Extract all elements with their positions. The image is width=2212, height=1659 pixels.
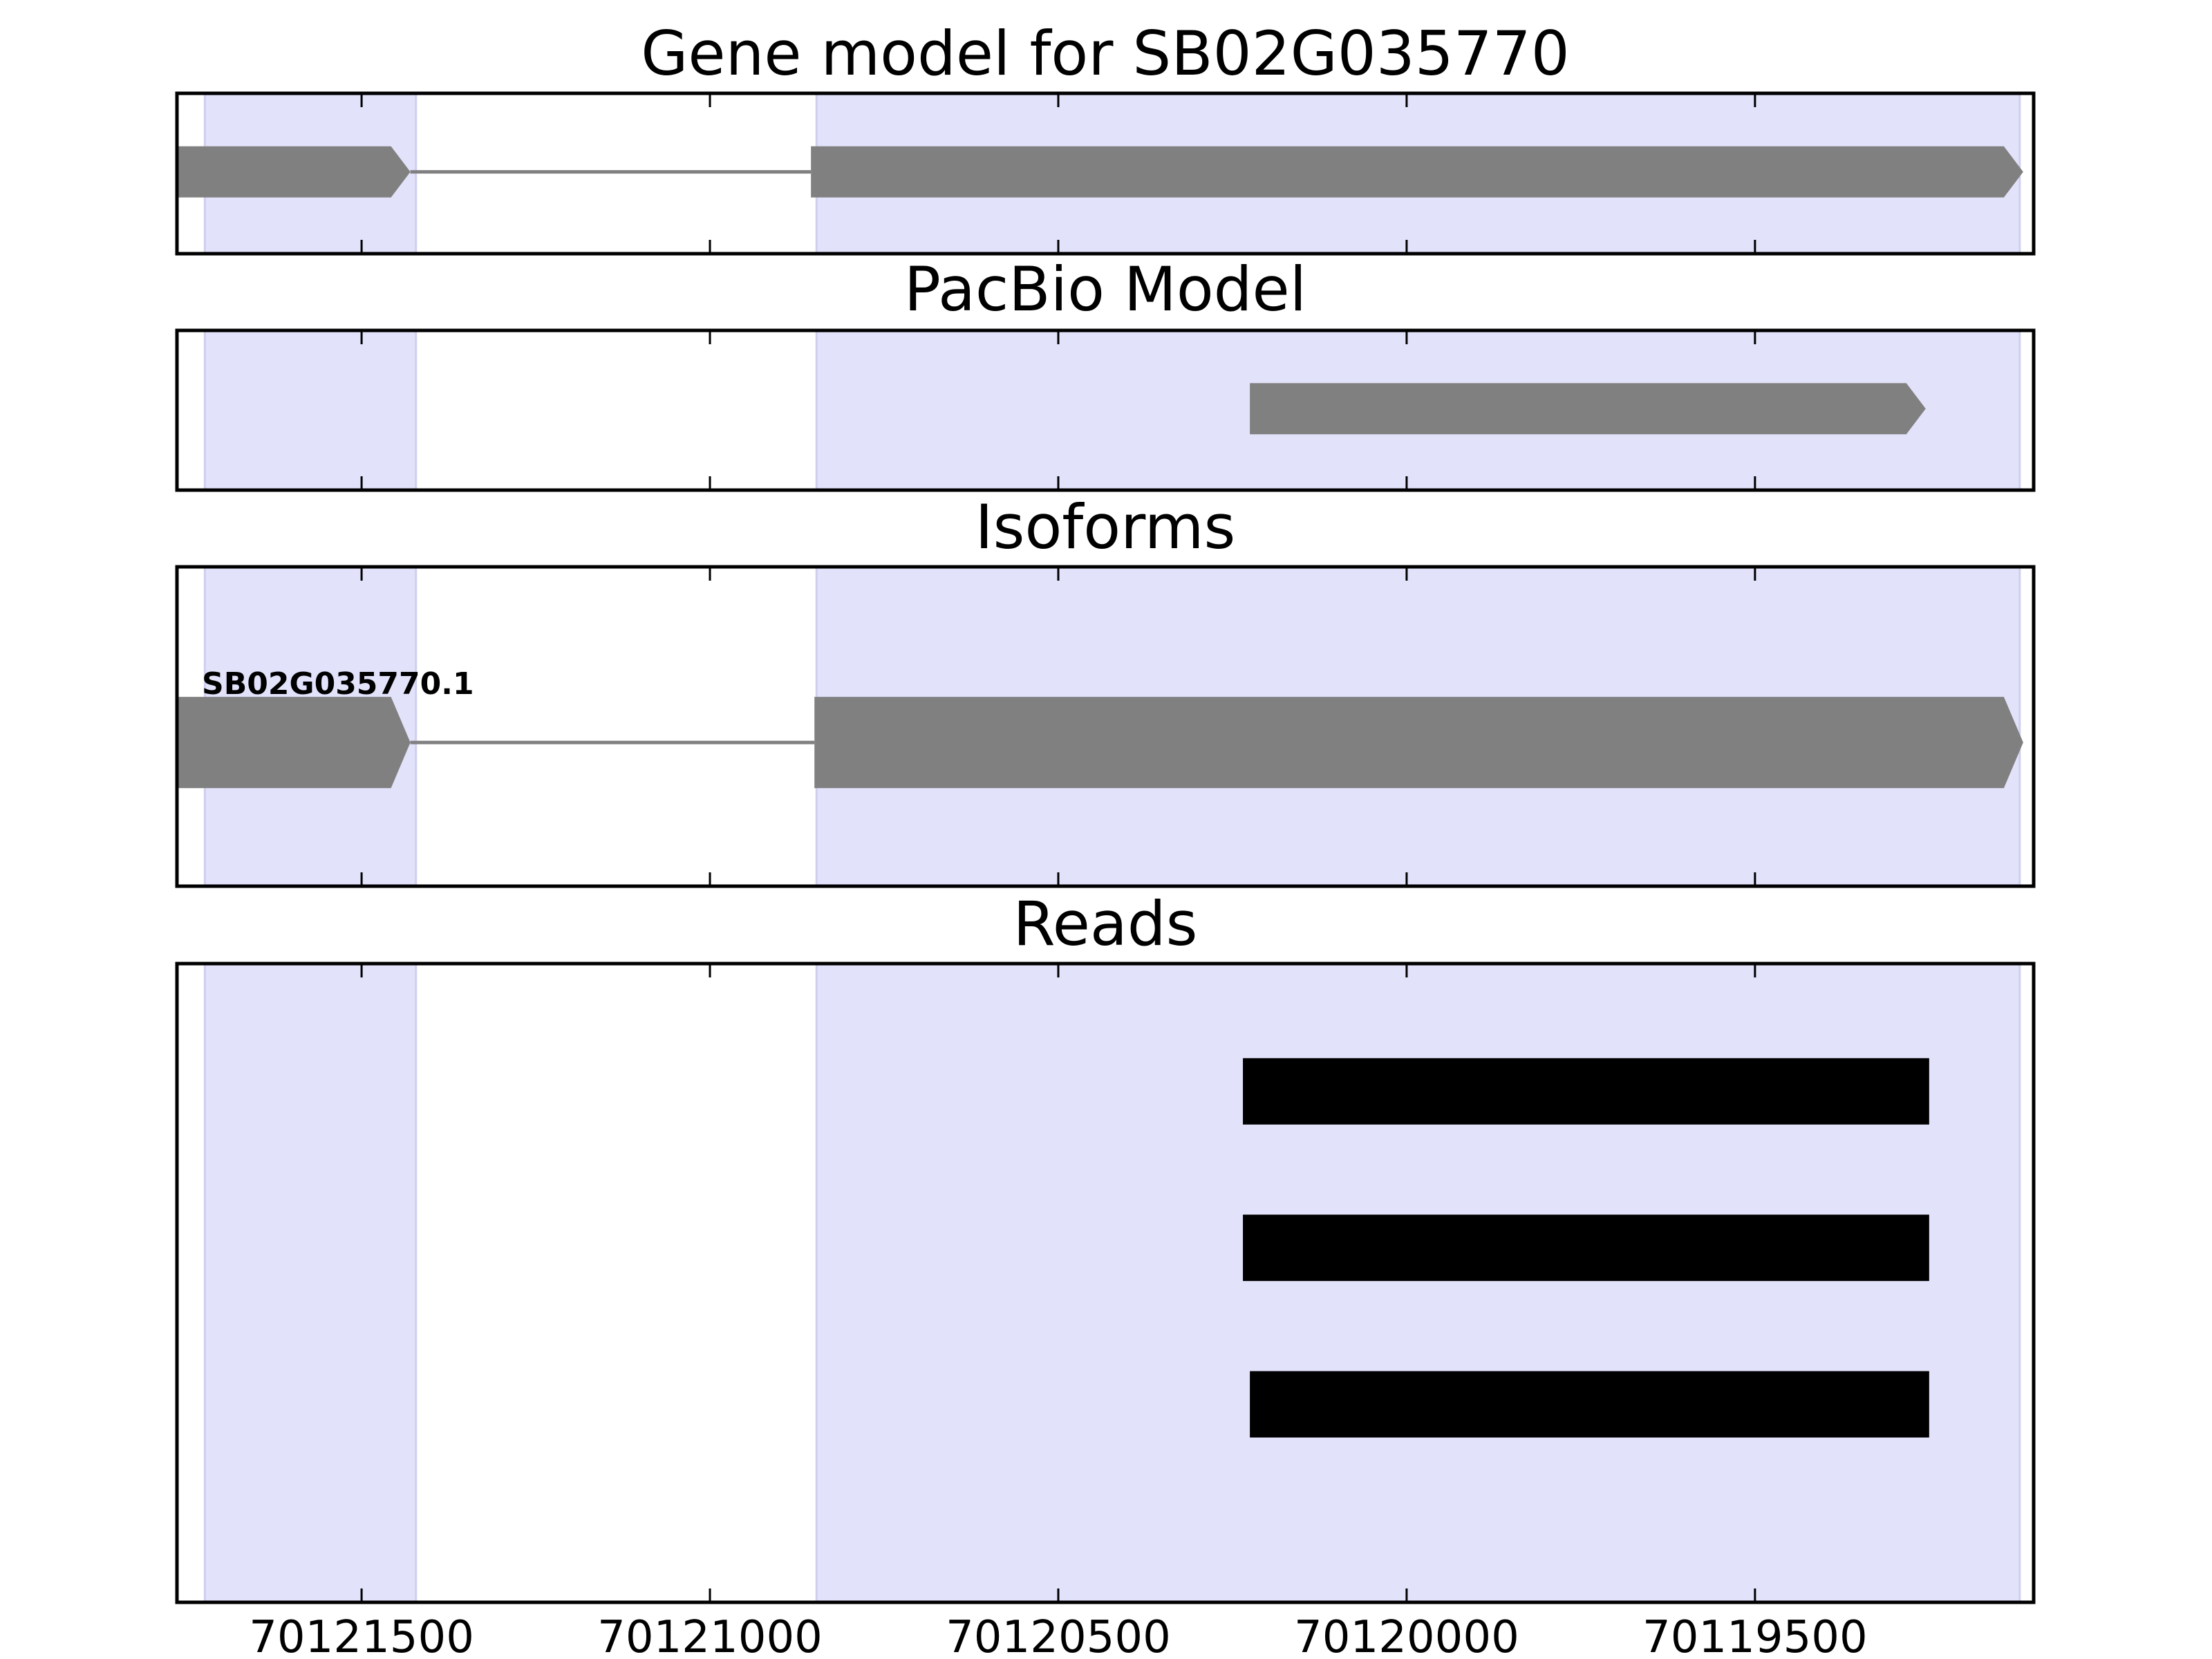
exon-highlight-band: [203, 329, 418, 491]
panel-title: Gene model for SB02G035770: [641, 18, 1570, 89]
panel-title: Isoforms: [975, 491, 1236, 563]
exon-shape: [1250, 383, 1926, 435]
exon-highlight-band: [203, 962, 418, 1604]
isoform-label: SB02G035770.1: [202, 666, 474, 702]
exon-shape: [177, 146, 411, 198]
panel-frame: [175, 328, 2036, 492]
exon-shape: [177, 697, 411, 789]
panel-frame: [175, 962, 2036, 1604]
x-tick-label: 70119500: [1642, 1612, 1868, 1659]
read-bar: [1250, 1371, 1929, 1438]
x-tick-label: 70120000: [1294, 1612, 1519, 1659]
read-bar: [1243, 1058, 1929, 1125]
panel-frame: [175, 91, 2036, 256]
x-tick-label: 70121000: [597, 1612, 823, 1659]
panel-title: PacBio Model: [904, 254, 1306, 325]
read-bar: [1243, 1215, 1929, 1282]
panel-title: Reads: [1013, 888, 1198, 959]
panel-frame: [175, 565, 2036, 888]
x-tick-label: 70121500: [249, 1612, 474, 1659]
exon-shape: [814, 697, 2023, 789]
x-tick-label: 70120500: [946, 1612, 1171, 1659]
exon-shape: [811, 146, 2023, 198]
